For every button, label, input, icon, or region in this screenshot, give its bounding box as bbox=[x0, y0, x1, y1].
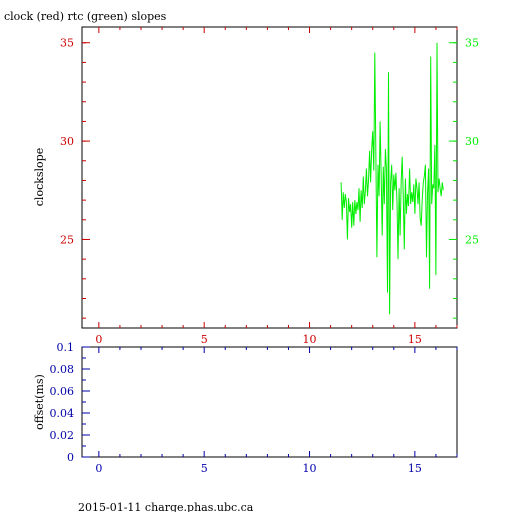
y-tick-label: 30 bbox=[60, 135, 74, 148]
slope-panel: 0 5 10 15 25 30 35 25 30 35 clockslope bbox=[33, 26, 479, 346]
offset-panel-frame bbox=[81, 346, 458, 458]
x-tick-label: 10 bbox=[303, 333, 317, 346]
x-tick-label: 5 bbox=[201, 333, 208, 346]
y-tick-label: 35 bbox=[60, 37, 74, 50]
y-tick-label: 25 bbox=[60, 233, 74, 246]
y-tick-label: 0.06 bbox=[50, 385, 75, 398]
series-line-green bbox=[340, 42, 444, 315]
slope-x-axis: 0 5 10 15 bbox=[95, 27, 458, 346]
x-tick-label: 15 bbox=[408, 333, 422, 346]
y-tick-label: 0.08 bbox=[50, 363, 75, 376]
x-tick-label: 15 bbox=[408, 462, 422, 475]
y-tick-label: 0.02 bbox=[50, 429, 75, 442]
offset-x-axis: 0 5 10 15 bbox=[95, 347, 458, 475]
chart-title: clock (red) rtc (green) slopes bbox=[4, 10, 167, 23]
footer-caption: 2015-01-11 charge.phas.ubc.ca bbox=[78, 501, 254, 512]
offset-y-axis: 0 0.02 0.04 0.06 0.08 0.1 bbox=[50, 341, 90, 464]
slope-panel-frame bbox=[81, 26, 458, 329]
slope-y-axis-right: 25 30 35 bbox=[449, 37, 479, 319]
offset-y-axis-label: offset(ms) bbox=[33, 374, 46, 430]
y-tick-label: 0.1 bbox=[57, 341, 75, 354]
offset-panel: 0 5 10 15 0 0.02 0.04 0.06 0.08 0.1 offset(ms) bbox=[33, 341, 458, 475]
slope-y-axis-label: clockslope bbox=[33, 148, 46, 206]
right-y-tick-label: 35 bbox=[465, 37, 479, 50]
y-tick-label: 0 bbox=[67, 451, 74, 464]
x-tick-label: 10 bbox=[303, 462, 317, 475]
right-y-tick-label: 30 bbox=[465, 135, 479, 148]
slope-y-axis-left: 25 30 35 bbox=[60, 37, 90, 319]
x-tick-label: 0 bbox=[95, 333, 102, 346]
slope-series-group bbox=[340, 42, 444, 315]
x-tick-label: 5 bbox=[201, 462, 208, 475]
y-tick-label: 0.04 bbox=[50, 407, 75, 420]
x-tick-label: 0 bbox=[95, 462, 102, 475]
right-y-tick-label: 25 bbox=[465, 233, 479, 246]
